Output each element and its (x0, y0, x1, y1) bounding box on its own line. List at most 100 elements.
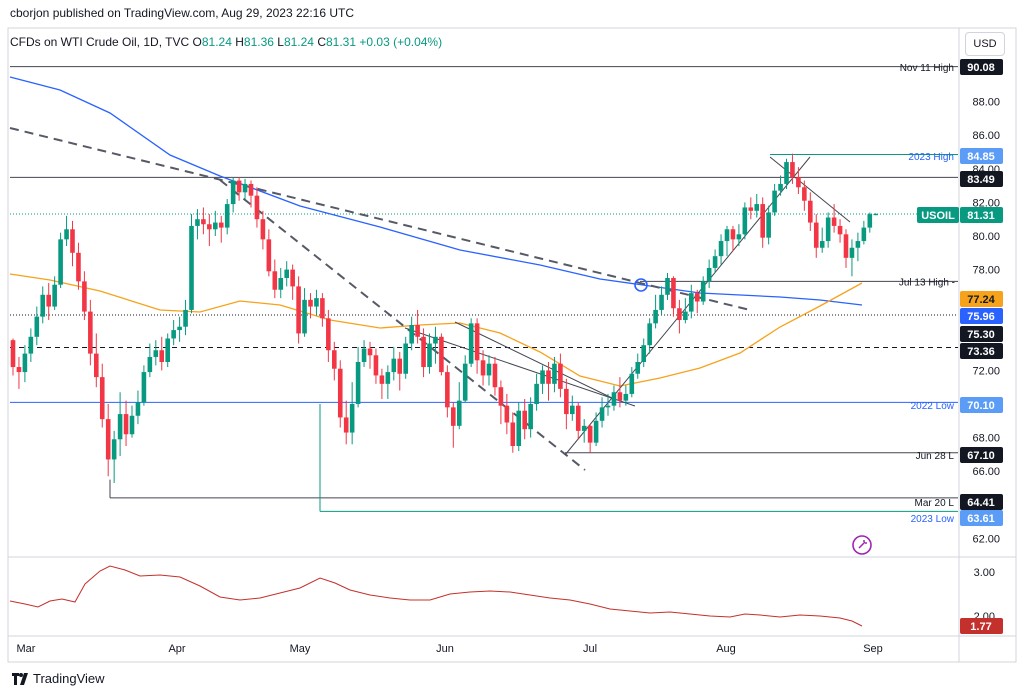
candle-body (718, 241, 724, 257)
candle-body (677, 308, 682, 320)
candle-body (314, 298, 319, 307)
candle (40, 286, 46, 324)
candle (546, 362, 551, 401)
candle (76, 242, 81, 290)
candle-body (397, 358, 403, 374)
candle-body (28, 336, 34, 354)
candle-body (694, 293, 700, 302)
candle-body (837, 225, 843, 235)
dashed-downtrend-line (219, 179, 586, 471)
low-label: L (277, 35, 284, 49)
candle-body (117, 414, 123, 440)
candle (111, 430, 117, 483)
candle-body (790, 162, 795, 178)
candle-body (272, 271, 278, 290)
candle-body (284, 269, 289, 278)
candle-body (570, 405, 575, 415)
chart-frame (7, 27, 1017, 663)
candle-body (867, 214, 873, 228)
candle-body (224, 204, 230, 228)
candle-body (760, 204, 765, 238)
candle (677, 299, 682, 334)
candle-body (831, 217, 837, 226)
candle (70, 220, 75, 267)
candle-body (266, 239, 272, 272)
candle-body (808, 200, 813, 223)
candle-body (385, 372, 391, 384)
candle (873, 213, 879, 216)
candle-body (587, 425, 593, 443)
y-tick-label: 78.00 (972, 265, 1000, 277)
candle (825, 212, 831, 248)
candle (778, 175, 783, 196)
candle (278, 267, 284, 299)
candle (570, 395, 575, 421)
indicator-badge: 1.77 (960, 618, 1003, 634)
candle (724, 225, 730, 257)
price-badge-bg (960, 343, 1003, 359)
candle (837, 219, 843, 243)
candle-body (427, 343, 432, 368)
candle (599, 397, 605, 428)
candle-body (82, 281, 87, 312)
candle (201, 207, 206, 235)
price-badge-bg (960, 326, 1003, 342)
downtrend-line (769, 156, 851, 223)
candle-body (16, 367, 22, 373)
candle (564, 378, 569, 430)
price-badge: 75.30 (960, 326, 1003, 342)
candle-body (772, 190, 777, 213)
candle (439, 333, 444, 376)
candle (445, 365, 450, 418)
candle (135, 390, 141, 425)
currency-button[interactable]: USD (965, 32, 1005, 56)
candle-body (522, 410, 527, 430)
candle-body (748, 207, 754, 211)
trend-channel-line (454, 321, 613, 399)
candle-body (617, 392, 623, 401)
candle-body (52, 284, 57, 307)
candle (52, 276, 57, 310)
candle (760, 197, 765, 248)
price-badge-value: 63.61 (967, 513, 995, 525)
candle (177, 316, 182, 342)
candle (808, 192, 813, 231)
magic-icon[interactable] (852, 535, 872, 555)
high-value: 81.36 (243, 35, 274, 49)
candle (694, 289, 700, 314)
candle (218, 215, 224, 243)
candle (171, 320, 176, 346)
candle-body (332, 350, 337, 369)
candle-body (201, 219, 206, 225)
candle-body (813, 222, 819, 248)
candle-body (320, 298, 325, 319)
candle (58, 232, 63, 289)
candle (641, 338, 646, 368)
candle (831, 204, 837, 233)
candle (700, 276, 706, 305)
candle (451, 402, 456, 448)
candle-body (22, 353, 28, 373)
candle-body (480, 360, 486, 376)
candle-body (230, 180, 236, 205)
symbol-name: CFDs on WTI Crude Oil, 1D, TVC (10, 35, 190, 49)
candle-body (242, 183, 248, 193)
candle-body (825, 217, 831, 242)
tradingview-brand[interactable]: TradingView (12, 671, 105, 686)
candle-body (409, 325, 414, 344)
candle (433, 326, 438, 364)
candle-body (415, 325, 420, 337)
candle-body (683, 311, 688, 320)
candle (540, 365, 545, 394)
candle-body (34, 316, 40, 337)
candle-body (564, 388, 569, 415)
candle (486, 355, 492, 386)
price-badge-value: 67.10 (967, 450, 995, 462)
level-label: 2023 Low (911, 514, 955, 525)
candle (260, 210, 266, 250)
uptrend-line (564, 156, 811, 456)
level-label: 2022 Low (911, 401, 955, 412)
candle (361, 340, 367, 368)
price-badge: 67.10 Jun 28 L (916, 447, 1003, 463)
